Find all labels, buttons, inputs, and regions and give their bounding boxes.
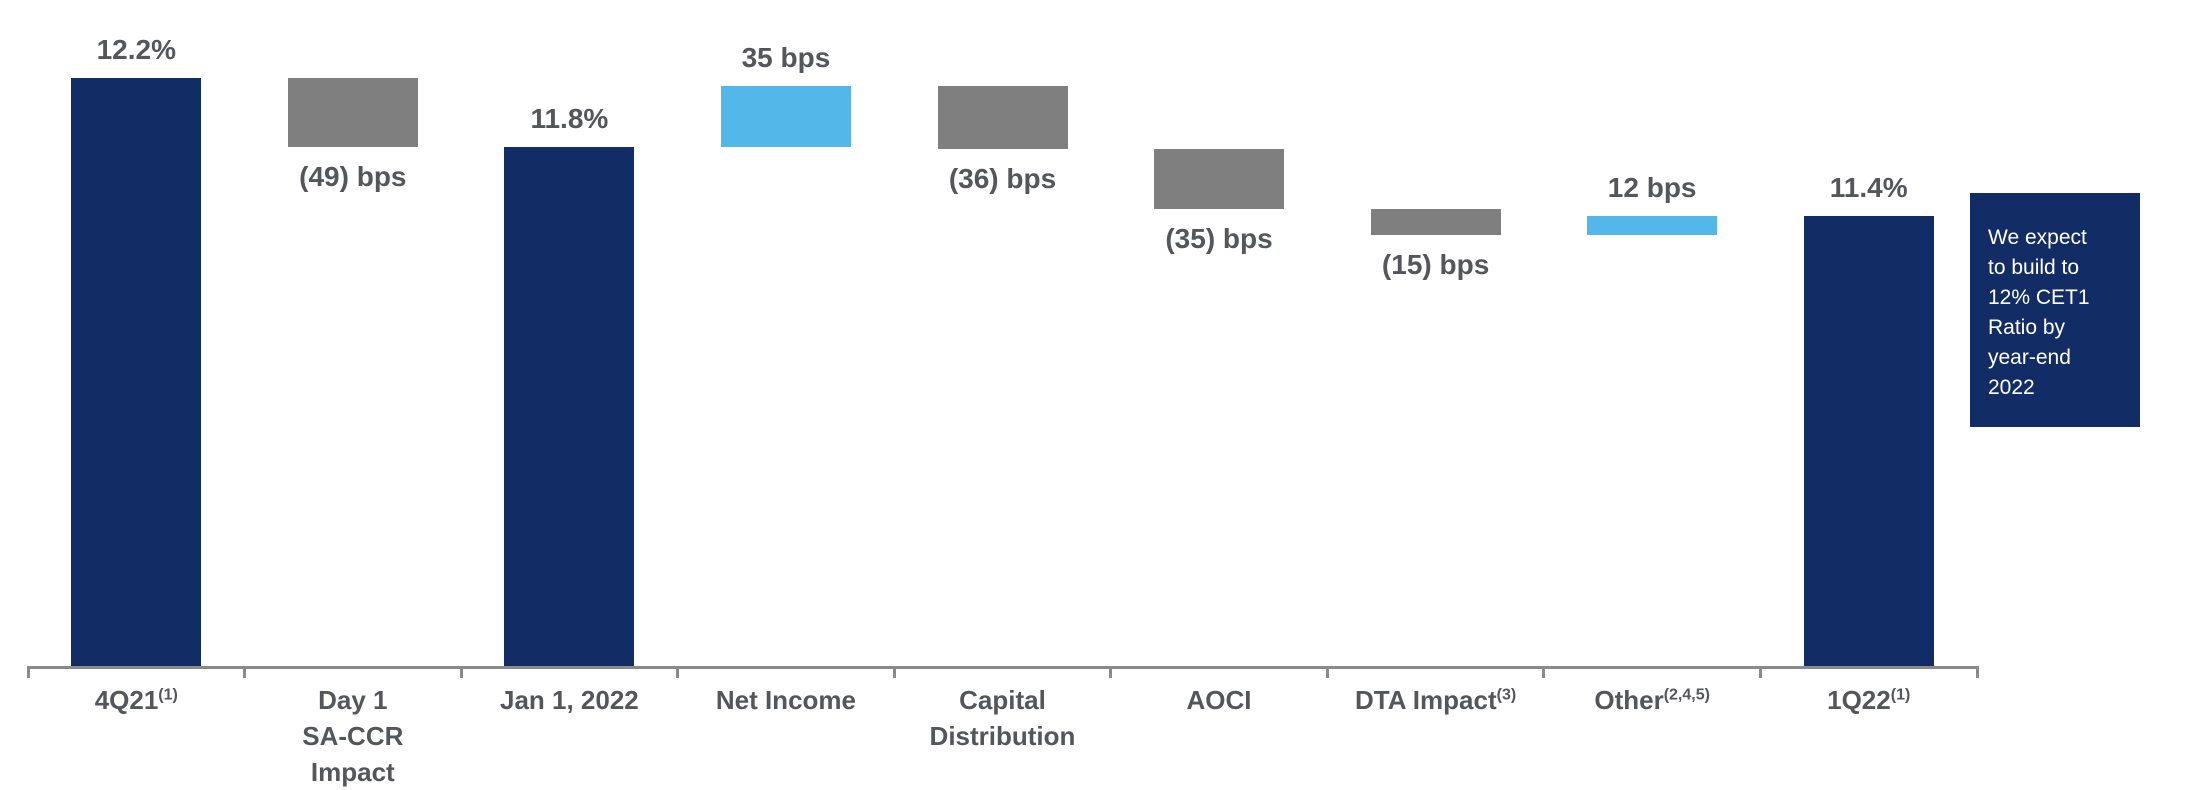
bar-capital-distribution — [937, 86, 1068, 149]
bar-jan-1-2022 — [504, 147, 635, 666]
value-label-4q21: 12.2% — [96, 33, 176, 65]
axis-label-other: Other(2,4,5) — [1544, 682, 1761, 718]
annotation-line: to build to — [1988, 256, 2080, 279]
bar-4q21 — [71, 77, 202, 666]
annotation-line: Ratio by — [1988, 316, 2066, 339]
x-axis-line — [28, 666, 1977, 669]
axis-label-capital-distribution: Capital Distribution — [894, 682, 1111, 754]
bar-day-1-sa-ccr-impact — [287, 77, 418, 147]
annotation-line: 12% CET1 — [1988, 286, 2090, 309]
value-label-day-1-sa-ccr-impact: (49) bps — [299, 161, 407, 192]
axis-label-line: Jan 1, 2022 — [499, 685, 639, 715]
axis-tick — [892, 666, 896, 678]
axis-label-line: AOCI — [1186, 685, 1252, 715]
annotation-line: 2022 — [1988, 376, 2035, 399]
axis-label-4q21: 4Q21(1) — [28, 682, 245, 718]
axis-label-line: SA-CCR — [302, 721, 404, 751]
axis-tick — [1975, 666, 1979, 678]
value-label-capital-distribution: (36) bps — [948, 162, 1057, 194]
axis-tick — [1542, 666, 1546, 678]
axis-label-line: DTA Impact(3) — [1355, 685, 1517, 715]
axis-tick — [243, 666, 247, 678]
value-label-other: 12 bps — [1607, 172, 1697, 204]
axis-tick — [676, 666, 680, 678]
axis-label-line: 4Q21(1) — [94, 685, 178, 715]
bar-net-income — [720, 86, 851, 147]
axis-tick — [459, 666, 463, 678]
footnote-superscript: (1) — [158, 686, 178, 704]
axis-label-aoci: AOCI — [1111, 682, 1328, 718]
bar-aoci — [1154, 148, 1285, 210]
axis-label-day-1-sa-ccr-impact: Day 1 SA-CCR Impact — [245, 682, 462, 790]
value-label-aoci: (35) bps — [1165, 223, 1273, 255]
axis-label-line: 1Q22(1) — [1827, 685, 1911, 715]
annotation-box: We expect to build to 12% CET1 Ratio by year… — [1970, 193, 2140, 427]
value-label-1q22: 11.4% — [1829, 172, 1908, 204]
axis-label-line: Impact — [310, 757, 395, 787]
axis-label-line: Day 1 — [318, 685, 388, 715]
axis-label-dta-impact: DTA Impact(3) — [1327, 682, 1544, 718]
axis-label-jan-1-2022: Jan 1, 2022 — [461, 682, 678, 718]
axis-tick — [1109, 666, 1113, 678]
axis-label-line: Capital — [959, 685, 1046, 715]
footnote-superscript: (2,4,5) — [1663, 686, 1710, 704]
axis-label-net-income: Net Income — [678, 682, 895, 718]
axis-tick — [1325, 666, 1329, 678]
annotation-line: We expect — [1988, 226, 2087, 249]
footnote-superscript: (1) — [1890, 686, 1911, 704]
annotation-line: year-end — [1988, 346, 2071, 369]
axis-label-line: Other(2,4,5) — [1594, 685, 1710, 715]
axis-label-line: Distribution — [929, 721, 1076, 751]
axis-label-line: Net Income — [715, 685, 856, 715]
value-label-net-income: 35 bps — [741, 42, 831, 74]
bar-dta-impact — [1370, 209, 1501, 236]
value-label-jan-1-2022: 11.8% — [530, 103, 609, 134]
value-label-dta-impact: (15) bps — [1381, 249, 1490, 281]
footnote-superscript: (3) — [1496, 686, 1517, 704]
bar-other — [1587, 216, 1718, 236]
axis-tick — [1758, 666, 1762, 678]
bar-1q22 — [1803, 216, 1934, 666]
axis-label-1q22: 1Q22(1) — [1760, 682, 1977, 718]
axis-tick — [26, 666, 30, 678]
